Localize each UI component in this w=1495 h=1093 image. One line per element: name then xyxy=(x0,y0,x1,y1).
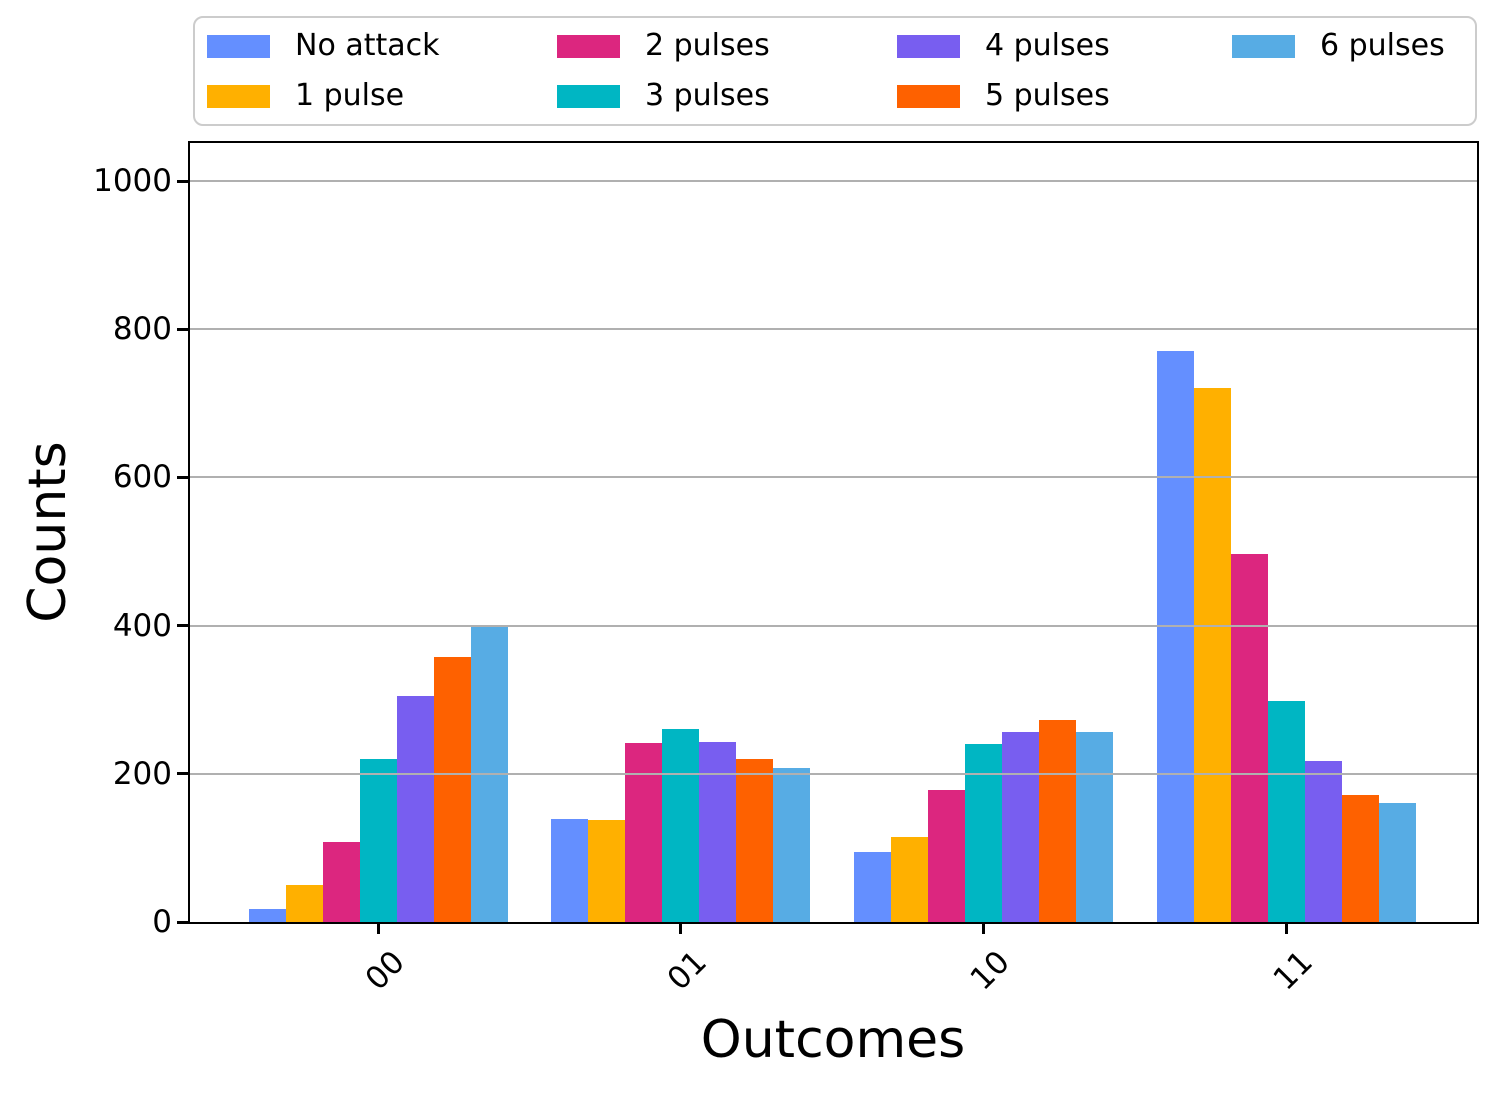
legend-item-4-pulses: 4 pulses xyxy=(897,21,1232,71)
y-tick-mark-200 xyxy=(177,772,189,776)
x-tick-mark-00 xyxy=(376,922,380,934)
legend-label-2-pulses: 2 pulses xyxy=(645,28,770,63)
y-tick-mark-800 xyxy=(177,327,189,331)
x-tick-label-10: 10 xyxy=(963,944,1017,998)
x-tick-label-11: 11 xyxy=(1266,944,1320,998)
y-tick-label-200: 200 xyxy=(112,755,172,792)
y-tick-label-0: 0 xyxy=(152,904,172,940)
legend-column-2: 2 pulses 3 pulses xyxy=(557,21,897,121)
bar-no-attack-11 xyxy=(1156,350,1194,922)
legend-swatch-3-pulses xyxy=(557,84,620,108)
bar-no-attack-01 xyxy=(551,819,589,922)
x-tick-mark-01 xyxy=(679,922,683,934)
legend-swatch-5-pulses xyxy=(897,84,960,108)
y-axis-label: Counts xyxy=(18,441,78,623)
bar-4-pulses-11 xyxy=(1304,761,1342,922)
bar-3-pulses-10 xyxy=(964,744,1002,922)
legend-item-6-pulses: 6 pulses xyxy=(1232,21,1475,71)
legend-column-3: 4 pulses 5 pulses xyxy=(897,21,1232,121)
bar-6-pulses-00 xyxy=(470,626,508,922)
bar-no-attack-00 xyxy=(248,908,286,922)
legend-label-3-pulses: 3 pulses xyxy=(645,78,770,113)
chart-legend: No attack 1 pulse 2 pulses 3 pulses 4 pulses… xyxy=(193,16,1477,126)
bar-4-pulses-00 xyxy=(396,696,434,922)
y-tick-mark-0 xyxy=(177,920,189,924)
bar-1-pulse-00 xyxy=(285,884,323,922)
x-tick-label-01: 01 xyxy=(660,944,715,998)
bar-5-pulses-00 xyxy=(433,657,471,922)
y-tick-label-1000: 1000 xyxy=(93,163,172,199)
legend-item-5-pulses: 5 pulses xyxy=(897,71,1232,121)
bar-1-pulse-11 xyxy=(1193,388,1231,922)
legend-item-3-pulses: 3 pulses xyxy=(557,71,897,121)
bar-2-pulses-10 xyxy=(927,790,965,922)
bar-6-pulses-11 xyxy=(1378,803,1416,922)
legend-label-no-attack: No attack xyxy=(295,28,440,63)
y-tick-label-400: 400 xyxy=(112,607,172,644)
bar-5-pulses-10 xyxy=(1038,719,1076,922)
legend-swatch-no-attack xyxy=(207,34,270,58)
legend-item-no-attack: No attack xyxy=(207,21,557,71)
bar-3-pulses-01 xyxy=(662,728,700,922)
legend-label-6-pulses: 6 pulses xyxy=(1320,28,1445,63)
y-tick-label-800: 800 xyxy=(112,311,172,348)
bar-3-pulses-00 xyxy=(359,758,397,922)
legend-item-2-pulses: 2 pulses xyxy=(557,21,897,71)
legend-item-1-pulse: 1 pulse xyxy=(207,71,557,121)
legend-swatch-4-pulses xyxy=(897,34,960,58)
y-tick-mark-600 xyxy=(177,475,189,479)
y-tick-mark-400 xyxy=(177,624,189,628)
x-tick-label-00: 00 xyxy=(358,944,412,998)
bars-layer xyxy=(190,143,1477,922)
x-axis-label: Outcomes xyxy=(700,1010,966,1070)
legend-swatch-6-pulses xyxy=(1232,34,1295,58)
legend-label-4-pulses: 4 pulses xyxy=(985,28,1110,63)
bar-4-pulses-10 xyxy=(1001,731,1039,922)
bar-6-pulses-01 xyxy=(773,767,811,922)
legend-swatch-2-pulses xyxy=(557,34,620,58)
bar-5-pulses-01 xyxy=(736,758,774,922)
legend-swatch-1-pulse xyxy=(207,84,270,108)
bar-1-pulse-01 xyxy=(588,820,626,922)
bar-no-attack-10 xyxy=(853,851,891,922)
y-tick-mark-1000 xyxy=(177,179,189,183)
legend-column-4: 6 pulses xyxy=(1232,21,1475,121)
bar-3-pulses-11 xyxy=(1267,701,1305,922)
bar-2-pulses-01 xyxy=(625,743,663,922)
bar-4-pulses-01 xyxy=(699,741,737,922)
bar-6-pulses-10 xyxy=(1075,731,1113,922)
x-tick-mark-10 xyxy=(981,922,985,934)
bar-5-pulses-11 xyxy=(1341,794,1379,922)
legend-column-1: No attack 1 pulse xyxy=(207,21,557,121)
y-tick-label-600: 600 xyxy=(112,459,172,496)
legend-label-5-pulses: 5 pulses xyxy=(985,78,1110,113)
bar-2-pulses-00 xyxy=(322,841,360,922)
bar-2-pulses-11 xyxy=(1230,553,1268,922)
legend-label-1-pulse: 1 pulse xyxy=(295,78,405,113)
x-tick-mark-11 xyxy=(1284,922,1288,934)
bar-1-pulse-10 xyxy=(890,836,928,922)
